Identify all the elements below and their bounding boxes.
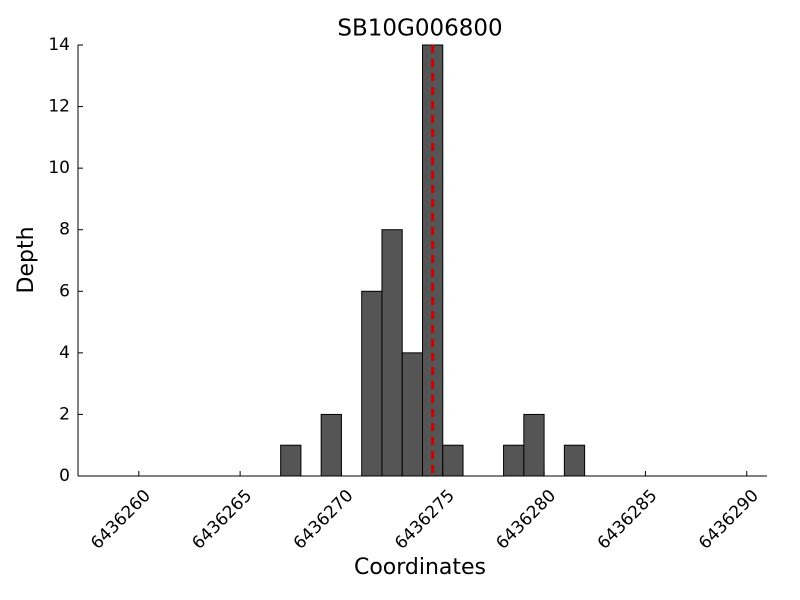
- bar: [503, 444, 525, 477]
- y-axis-label: Depth: [14, 226, 39, 293]
- y-tick-label: 6: [59, 281, 70, 301]
- x-tick-label: 6436280: [492, 486, 560, 554]
- bar: [280, 444, 302, 477]
- bar: [401, 352, 423, 477]
- bar: [320, 413, 342, 477]
- y-tick-label: 8: [59, 220, 70, 240]
- x-tick-label: 6436270: [290, 486, 358, 554]
- x-tick-label: 6436260: [87, 486, 155, 554]
- x-tick-label: 6436265: [188, 486, 256, 554]
- bar: [381, 229, 403, 477]
- y-tick-label: 4: [59, 343, 70, 363]
- y-tick-label: 10: [48, 158, 70, 178]
- bar: [361, 290, 383, 477]
- bar: [523, 413, 545, 477]
- x-tick-label: 6436290: [695, 486, 763, 554]
- bar: [442, 444, 464, 477]
- x-tick-label: 6436275: [391, 486, 459, 554]
- bar: [563, 444, 586, 477]
- chart-title: SB10G006800: [337, 16, 502, 42]
- x-tick-label: 6436285: [594, 486, 662, 554]
- x-axis-label: Coordinates: [354, 555, 486, 580]
- y-tick-label: 14: [48, 35, 70, 55]
- y-tick-label: 2: [59, 404, 70, 424]
- y-tick-label: 12: [48, 97, 70, 117]
- y-tick-label: 0: [59, 466, 70, 486]
